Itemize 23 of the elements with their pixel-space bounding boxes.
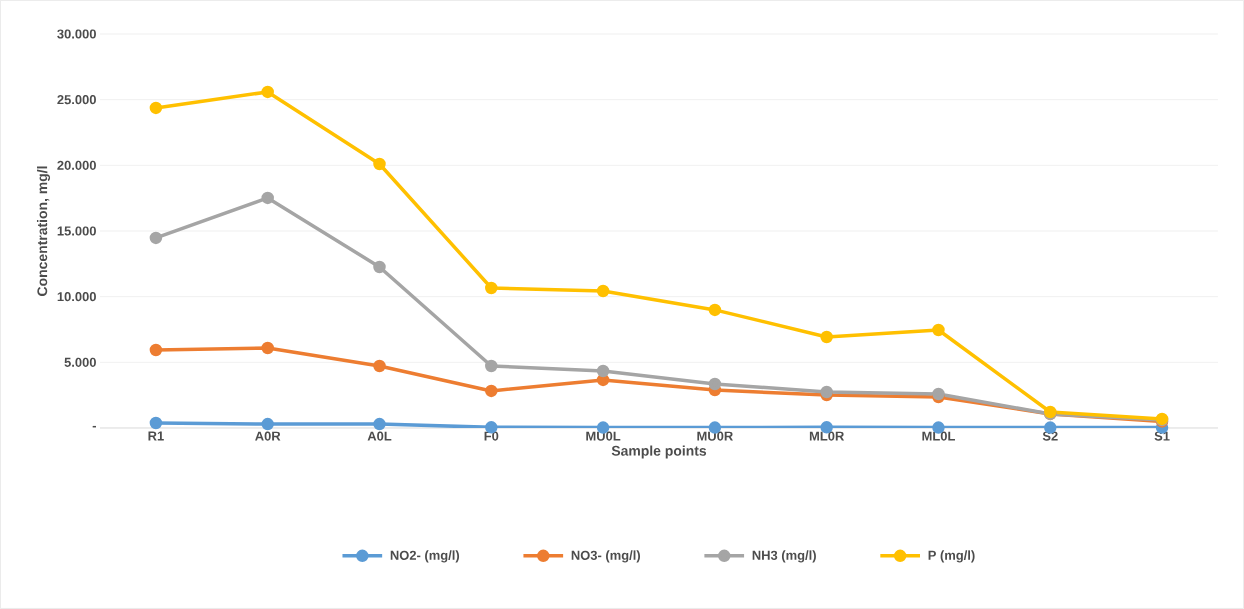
y-tick-label: 10.000 [57,292,96,302]
x-axis-title: Sample points [611,445,707,459]
y-tick-label: 20.000 [57,160,96,170]
legend-label: NH3 (mg/l) [752,550,816,563]
x-tick-label: F0 [484,431,499,441]
y-tick-label: 5.000 [64,357,96,367]
x-tick-label: R1 [148,431,164,441]
x-tick-label: S1 [1154,431,1170,441]
x-tick-label: A0R [255,431,281,441]
y-tick-label: 15.000 [57,226,96,236]
x-tick-label: S2 [1042,431,1058,441]
x-tick-label: MU0L [586,431,621,441]
legend-label: P (mg/l) [928,550,975,563]
legend-label: NO3- (mg/l) [571,550,641,563]
legend-label: NO2- (mg/l) [390,550,460,563]
y-tick-label: - [92,425,96,428]
y-tick-label: 30.000 [57,29,96,39]
x-tick-label: ML0L [922,431,955,441]
x-tick-label: A0L [367,431,392,441]
y-axis-title: Concentration, mg/l [36,166,51,296]
x-tick-label: MU0R [697,431,733,441]
x-tick-label: ML0R [809,431,845,441]
y-tick-label: 25.000 [57,95,96,105]
